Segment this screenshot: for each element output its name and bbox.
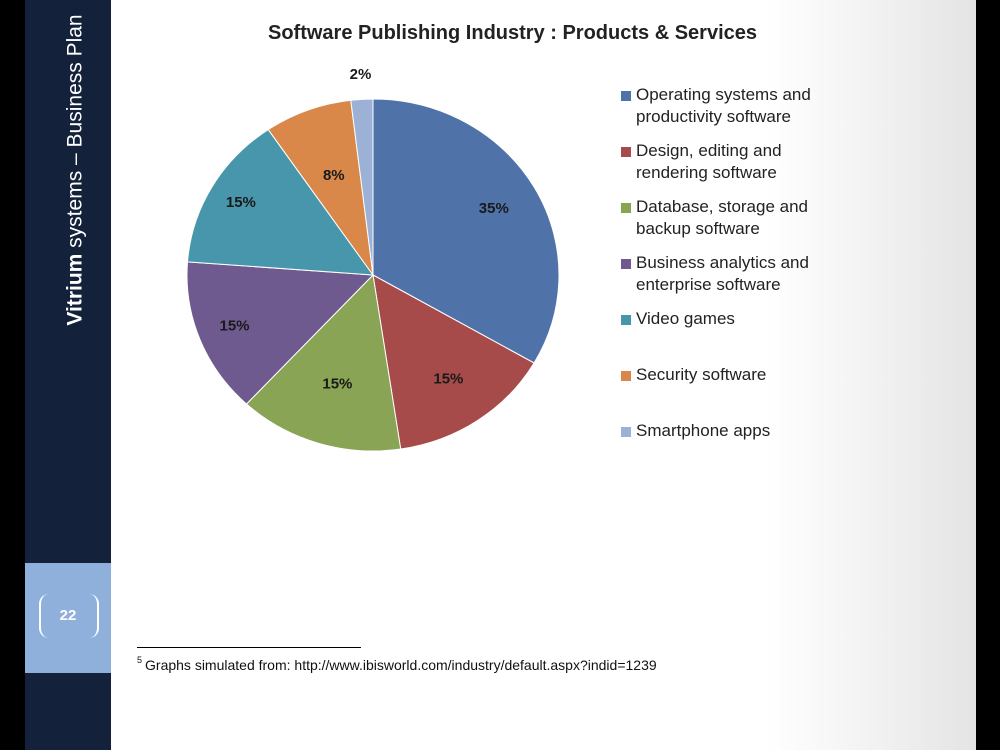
pie-slice [372,274,535,450]
legend-label: Smartphone apps [636,421,771,440]
legend-label: Security software [636,365,767,384]
pie-chart: 35% 15% 15% 15% 15% 8% 2% [186,66,560,452]
legend-swatch [621,259,631,269]
pie-slice [350,98,374,276]
legend-label: Business analytics and enterprise softwa… [636,253,809,294]
pie-data-label: 15% [433,371,463,388]
page-number: 22 [59,607,77,624]
pie-slice [186,261,375,405]
chart-title: Software Publishing Industry : Products … [268,22,757,44]
pie-labels: 35% 15% 15% 15% 15% 8% 2% [219,66,508,392]
legend-swatch [621,147,631,157]
legend-swatch [621,371,631,381]
pie-slices [186,98,560,452]
legend-swatch [621,203,631,213]
footnote-marker: 5 [137,655,143,665]
pie-data-label: 15% [219,317,249,334]
document-page: Vitrium systems – Business Plan 22 Softw… [25,0,976,750]
pie-data-label: 35% [479,200,509,217]
footnote-separator [137,647,361,648]
pie-slice [372,98,560,364]
page-number-bracket [39,594,99,638]
pie-data-label: 8% [323,167,345,184]
legend-swatch [621,91,631,101]
pie-data-label: 15% [226,194,256,211]
pie-slice [245,273,402,452]
pie-slice [186,128,375,276]
legend-label: Database, storage and backup software [636,197,809,238]
legend-label: Video games [636,309,735,328]
legend-swatch [621,315,631,325]
footnote: 5 Graphs simulated from: http://www.ibisw… [137,655,657,673]
footnote-text: Graphs simulated from: http://www.ibiswo… [145,657,657,673]
sidebar: Vitrium systems – Business Plan 22 [25,0,111,750]
pie-data-label: 15% [322,375,352,392]
legend-swatch [621,427,631,437]
legend-label: Design, editing and rendering software [636,141,782,182]
page-number-box: 22 [25,563,111,673]
pie-data-label: 2% [350,66,372,83]
legend-label: Operating systems and productivity softw… [636,85,811,126]
